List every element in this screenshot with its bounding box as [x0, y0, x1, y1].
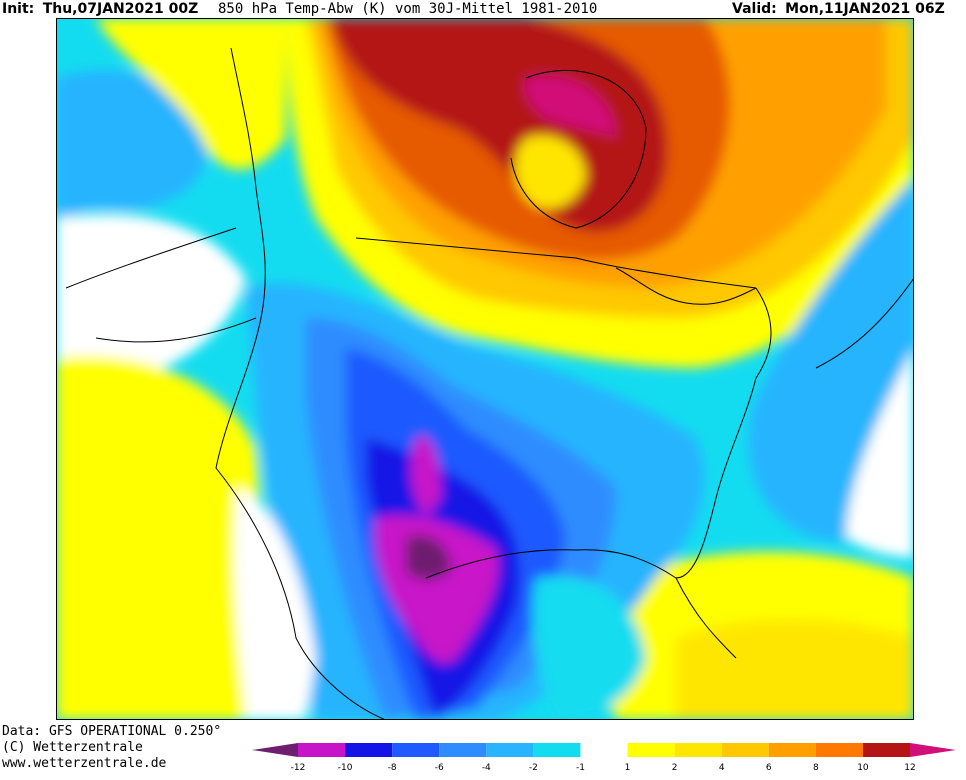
anomaly-map — [56, 18, 914, 720]
pacific-yellow-south — [56, 356, 261, 720]
gulf-coast — [425, 549, 737, 659]
legend-swatch — [815, 743, 863, 757]
legend-left-arrow — [252, 743, 298, 757]
valid-label: Valid: — [732, 1, 777, 17]
legend-right-arrow — [910, 743, 956, 757]
legend-tick-label: -4 — [482, 763, 491, 773]
legend-tick-label: 2 — [672, 763, 678, 773]
gulf-cyan — [532, 576, 646, 720]
hudson-bay — [510, 69, 647, 229]
legend-swatch — [627, 743, 675, 757]
southeast-gold — [676, 619, 914, 720]
legend-tick-label: 4 — [719, 763, 725, 773]
legend-swatch — [298, 743, 346, 757]
legend-swatch — [486, 743, 534, 757]
header-valid: Valid: Mon,11JAN2021 06Z — [732, 0, 945, 18]
canada-magenta — [524, 76, 616, 138]
coastline-west — [215, 47, 387, 720]
header-init: Init: Thu,07JAN2021 00Z — [2, 0, 198, 18]
legend-swatch — [392, 743, 440, 757]
legend-swatch — [721, 743, 769, 757]
us-purple — [374, 515, 499, 664]
color-legend: -12 -10 -8 -6 -4 -2 -1 1 2 4 6 8 10 12 — [252, 743, 956, 773]
valid-value: Mon,11JAN2021 06Z — [785, 1, 945, 17]
legend-swatch — [439, 743, 487, 757]
legend-tick-label: -6 — [435, 763, 444, 773]
legend-swatch — [768, 743, 816, 757]
pacific-yellow-north — [96, 18, 286, 170]
legend-tick-label: 12 — [904, 763, 915, 773]
legend-tick-label: -8 — [388, 763, 397, 773]
map-frame — [56, 18, 914, 720]
footer-url: www.wetterzentrale.de — [2, 756, 167, 771]
us-dark — [406, 535, 451, 580]
legend-tick-label: -10 — [338, 763, 353, 773]
legend-swatch — [533, 743, 581, 757]
init-value: Thu,07JAN2021 00Z — [42, 1, 199, 17]
great-lakes — [615, 267, 757, 305]
legend-swatch — [345, 743, 393, 757]
pacific-white-band — [56, 214, 246, 388]
mexico-white — [234, 488, 316, 720]
legend-tick-label: -2 — [529, 763, 538, 773]
footer-copyright: (C) Wetterzentrale — [2, 740, 143, 755]
legend-tick-label: 6 — [766, 763, 772, 773]
legend-swatch — [580, 743, 628, 757]
zero-contour-west — [65, 227, 257, 343]
footer-data-line: Data: GFS OPERATIONAL 0.250° — [2, 724, 222, 739]
legend-tick-label: -12 — [291, 763, 306, 773]
us-purple-strip — [410, 436, 441, 518]
pacific-blue — [56, 70, 208, 218]
atlantic-white — [846, 348, 914, 558]
east-coast — [675, 287, 772, 579]
header-title: 850 hPa Temp-Abw (K) vom 30J-Mittel 1981… — [218, 1, 598, 17]
legend-tick-label: 10 — [857, 763, 869, 773]
hudson-yellow — [514, 135, 586, 209]
legend-tick-label: 1 — [625, 763, 631, 773]
legend-swatch — [674, 743, 722, 757]
legend-tick-label: 8 — [813, 763, 819, 773]
init-label: Init: — [2, 1, 35, 17]
legend-swatch — [862, 743, 910, 757]
canada-us-border — [355, 237, 757, 289]
legend-tick-label: -1 — [576, 763, 585, 773]
zero-contour-east — [815, 277, 914, 369]
